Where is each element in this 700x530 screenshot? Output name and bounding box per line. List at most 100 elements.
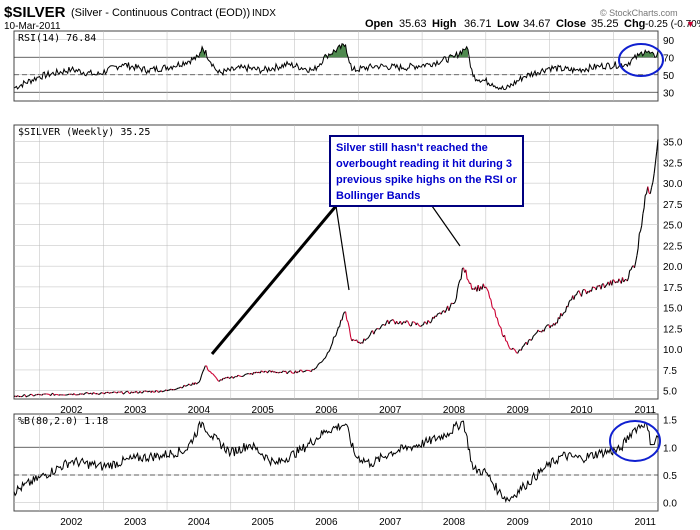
price-segment: [561, 313, 564, 317]
open-value: 35.63: [399, 18, 427, 30]
price-segment: [327, 351, 330, 354]
price-segment: [296, 371, 299, 374]
price-segment: [514, 350, 517, 354]
x-tick-label: 2006: [315, 405, 338, 416]
price-segment: [513, 348, 516, 351]
price-segment: [313, 368, 316, 371]
price-segment: [261, 370, 263, 373]
price-segment: [200, 371, 204, 376]
price-segment: [135, 390, 139, 394]
price-segment: [578, 290, 581, 295]
price-segment: [643, 195, 646, 208]
price-segment: [495, 316, 498, 319]
price-segment: [500, 327, 503, 335]
price-segment: [40, 394, 43, 396]
price-segment: [331, 337, 335, 344]
callout-pointer-2004: [210, 205, 338, 355]
rsi-overbought-fill: [655, 51, 658, 58]
price-segment: [160, 390, 163, 393]
price-segment: [653, 162, 656, 174]
price-segment: [341, 314, 344, 321]
price-segment: [209, 371, 213, 374]
price-segment: [401, 322, 404, 325]
price-segment: [79, 393, 82, 395]
price-segment: [22, 394, 25, 397]
y-tick-label: 25.0: [663, 221, 683, 232]
price-segment: [238, 375, 241, 377]
price-segment: [512, 347, 515, 350]
rsi-overbought-fill: [637, 50, 654, 58]
low-value: 34.67: [523, 18, 551, 30]
price-segment: [274, 371, 277, 374]
price-segment: [639, 225, 643, 232]
price-segment: [410, 321, 414, 327]
price-segment: [531, 335, 534, 340]
x-tick-label: 2010: [570, 405, 593, 416]
price-segment: [604, 285, 607, 289]
price-segment: [485, 286, 488, 290]
y-tick-label: 32.5: [663, 158, 683, 169]
price-segment: [624, 278, 627, 281]
price-segment: [78, 393, 81, 396]
price-segment: [544, 325, 547, 329]
price-segment: [368, 334, 371, 338]
price-segment: [346, 319, 349, 323]
rsi-highlight-ellipse: [618, 43, 664, 77]
callout-pointer-2008: [431, 205, 461, 247]
price-segment: [377, 327, 379, 330]
price-segment: [29, 393, 32, 396]
symbol-description: (Silver - Continuous Contract (EOD)): [71, 7, 250, 19]
symbol-title: $SILVER: [4, 4, 66, 21]
y-tick-label: 0.0: [663, 499, 677, 510]
price-segment: [418, 324, 421, 327]
price-segment: [215, 376, 218, 380]
price-segment: [254, 371, 257, 374]
price-segment: [379, 326, 382, 330]
price-segment: [253, 371, 256, 374]
price-segment: [249, 372, 252, 375]
price-segment: [471, 288, 474, 290]
price-segment: [345, 311, 348, 320]
price-segment: [283, 370, 285, 373]
price-segment: [218, 379, 222, 382]
price-segment: [158, 391, 160, 393]
x-tick-label: 2002: [60, 517, 83, 528]
y-tick-label: 30.0: [663, 179, 683, 190]
price-segment: [115, 391, 118, 394]
down-arrow-icon: ▼: [686, 19, 695, 29]
price-segment: [198, 379, 201, 383]
x-tick-label: 2011: [634, 517, 656, 528]
price-segment: [491, 306, 494, 310]
price-segment: [459, 278, 462, 281]
x-tick-label: 2010: [570, 517, 593, 528]
price-segment: [28, 394, 31, 397]
price-segment: [494, 310, 497, 318]
price-segment: [124, 390, 127, 393]
price-segment: [568, 299, 571, 303]
price-segment: [275, 371, 278, 374]
price-segment: [644, 193, 647, 196]
price-segment: [30, 393, 33, 396]
price-segment: [583, 288, 586, 291]
price-segment: [396, 320, 399, 325]
price-segment: [207, 369, 210, 372]
price-segment: [208, 370, 211, 373]
price-segment: [320, 360, 324, 363]
price-segment: [427, 319, 430, 323]
price-segment: [373, 330, 376, 335]
price-segment: [127, 390, 130, 394]
price-segment: [431, 316, 434, 322]
price-segment: [175, 388, 178, 390]
price-segment: [116, 391, 119, 394]
price-segment: [199, 375, 203, 381]
x-tick-label: 2003: [124, 405, 147, 416]
x-tick-label: 2005: [252, 517, 275, 528]
price-segment: [532, 334, 535, 337]
price-segment: [656, 139, 659, 152]
price-segment: [530, 338, 533, 341]
exchange-label: INDX: [252, 8, 276, 19]
price-segment: [426, 320, 429, 325]
price-segment: [57, 394, 60, 396]
price-segment: [312, 368, 314, 371]
price-segment: [257, 371, 260, 374]
